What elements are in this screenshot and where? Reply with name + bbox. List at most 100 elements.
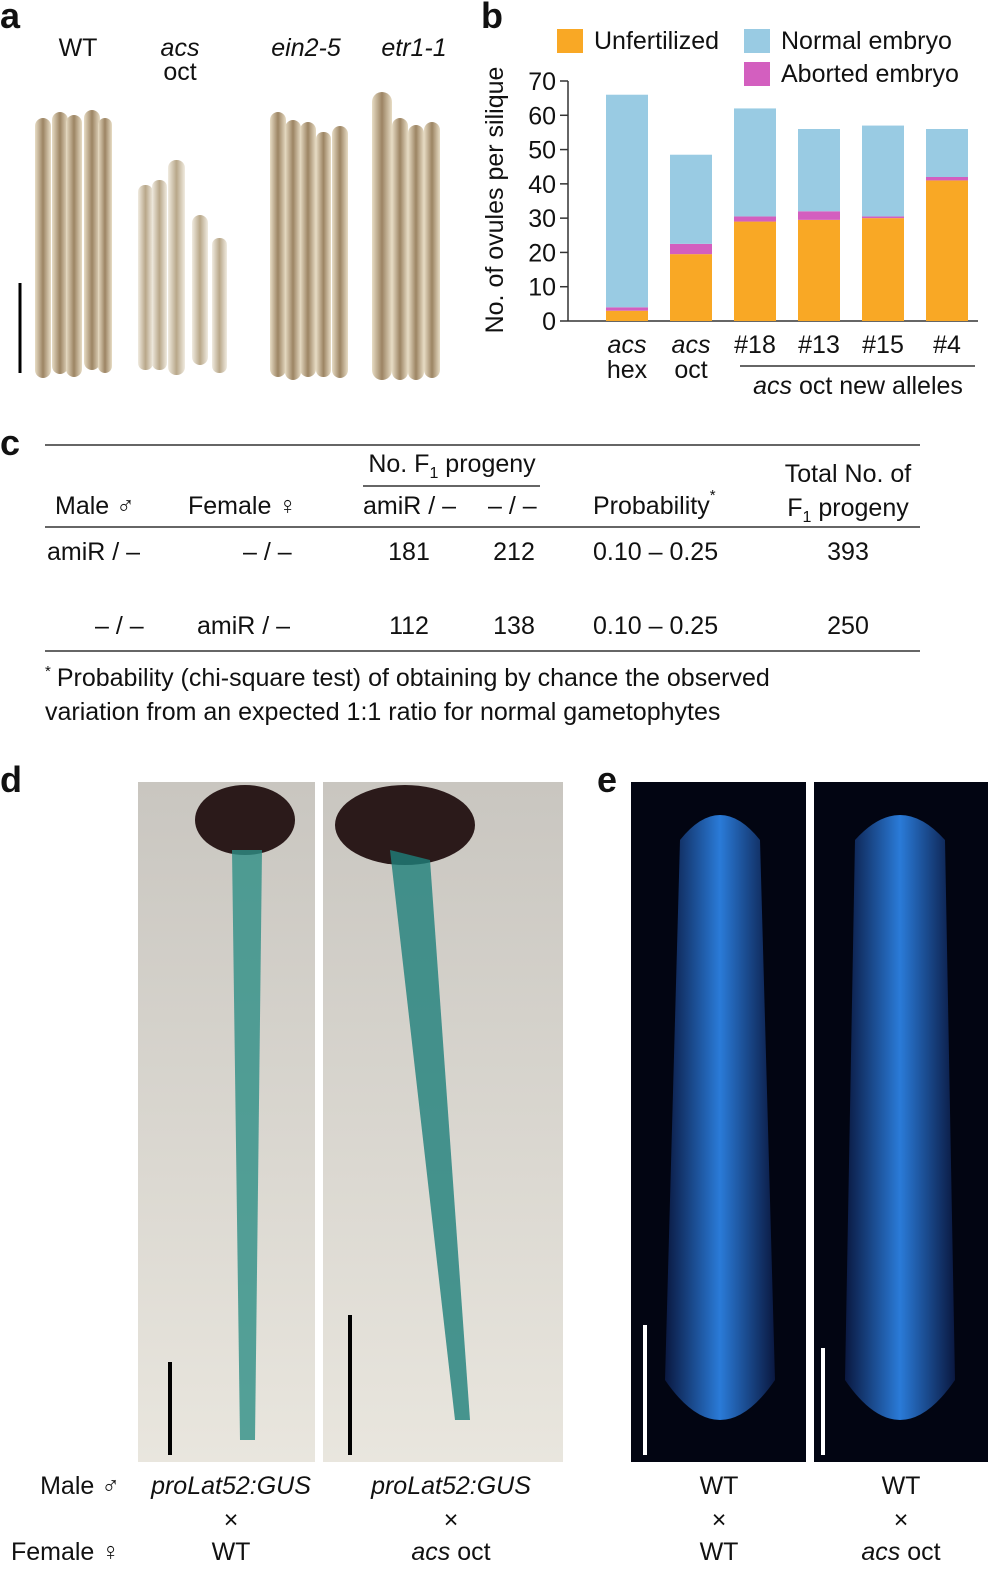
bar-segment (798, 219, 840, 321)
table-header: Female ♀ (188, 492, 297, 520)
bar-segment (926, 177, 968, 181)
table-cell: – / – (95, 612, 144, 640)
legend-label: Aborted embryo (781, 60, 959, 88)
y-tick-label: 70 (528, 68, 556, 96)
table-cell: 0.10 – 0.25 (593, 538, 718, 566)
sample-label: ein2-5 (271, 34, 341, 62)
panel-label: b (481, 0, 503, 36)
x-tick-label: acs (672, 331, 711, 359)
table-header: amiR / – (363, 492, 456, 520)
sample-label: acs (161, 34, 200, 62)
header-part: F (787, 494, 802, 522)
bar-segment (862, 216, 904, 219)
y-axis-label: No. of ovules per silique (481, 67, 509, 334)
y-tick-label: 30 (528, 205, 556, 233)
caption-female: acs oct (411, 1538, 490, 1566)
table-cell: – / – (243, 538, 292, 566)
panel-label: a (0, 0, 21, 36)
footnote-part: * (45, 663, 51, 680)
footnote: * Probability (chi-square test) of obtain… (45, 663, 770, 692)
header-part: Probability (593, 492, 710, 520)
panel-e-image (631, 782, 988, 1462)
caption-male: proLat52:GUS (150, 1472, 311, 1500)
legend-swatch (744, 29, 770, 53)
bar-segment (670, 254, 712, 321)
legend-label: Normal embryo (781, 27, 952, 55)
caption-male: proLat52:GUS (370, 1472, 531, 1500)
caption-part: acs (411, 1538, 450, 1566)
caption-cross: × (224, 1506, 239, 1534)
caption-cross: × (712, 1506, 727, 1534)
caption-row-label: Male ♂ (40, 1472, 120, 1500)
y-tick-label: 60 (528, 102, 556, 130)
table-header: – / – (488, 492, 537, 520)
table-cell: 250 (827, 612, 869, 640)
bar-segment (670, 243, 712, 255)
y-tick-label: 50 (528, 137, 556, 165)
table-cell: 0.10 – 0.25 (593, 612, 718, 640)
bar-segment (798, 211, 840, 220)
x-tick-label: #15 (862, 331, 904, 359)
panel-label: e (597, 759, 617, 800)
caption-cross: × (894, 1506, 909, 1534)
table-cell: 138 (493, 612, 535, 640)
table-cell: 112 (389, 612, 429, 640)
bar-segment (670, 154, 712, 244)
x-tick-label: #4 (933, 331, 961, 359)
x-tick-label: #18 (734, 331, 776, 359)
bar-segment (798, 129, 840, 212)
panel-d-image (138, 782, 563, 1462)
header-part: progeny (811, 494, 909, 522)
table-header: F1 progeny (787, 494, 909, 526)
caption-part: oct (457, 1538, 490, 1566)
table-header: No. F1 progeny (368, 450, 536, 482)
header-part: progeny (438, 450, 536, 478)
panel-label: d (0, 759, 22, 800)
caption-male: WT (700, 1472, 739, 1500)
header-part: * (710, 487, 716, 504)
footnote: variation from an expected 1:1 ratio for… (45, 698, 720, 726)
group-label-part: oct new alleles (799, 372, 963, 400)
bar-segment (734, 216, 776, 222)
bar-segment (926, 129, 968, 177)
y-tick-label: 10 (528, 274, 556, 302)
caption-male: WT (882, 1472, 921, 1500)
y-tick-label: 40 (528, 171, 556, 199)
table-cell: amiR / – (197, 612, 290, 640)
table-header: Probability* (593, 487, 716, 520)
table-cell: amiR / – (47, 538, 140, 566)
x-tick-label: hex (607, 356, 648, 384)
bar-segment (926, 180, 968, 321)
caption-female: WT (700, 1538, 739, 1566)
table: No. F1 progeny Male ♂ Female ♀ amiR / – … (45, 444, 920, 726)
bar-segment (606, 94, 648, 308)
table-cell: 181 (388, 538, 430, 566)
bar-segment (606, 307, 648, 311)
x-tick-label: oct (674, 356, 707, 384)
header-part: 1 (803, 509, 812, 526)
legend-label: Unfertilized (594, 27, 719, 55)
caption-female: WT (212, 1538, 251, 1566)
header-part: No. F (368, 450, 429, 478)
footnote-part: Probability (chi-square test) of obtaini… (57, 664, 770, 692)
panel-a-image (18, 92, 440, 380)
table-cell: 212 (493, 538, 535, 566)
caption-part: oct (907, 1538, 940, 1566)
caption-female: acs oct (861, 1538, 940, 1566)
table-header: Male ♂ (55, 492, 135, 520)
bar-segment (606, 310, 648, 321)
bar-segment (734, 108, 776, 217)
legend-swatch (557, 29, 583, 53)
header-part: 1 (429, 465, 438, 482)
caption-part: acs (861, 1538, 900, 1566)
table-header: Total No. of (785, 460, 912, 488)
group-label-part: acs (753, 372, 792, 400)
caption-row-label: Female ♀ (11, 1538, 120, 1566)
y-tick-label: 0 (542, 308, 556, 336)
group-label: acs oct new alleles (753, 372, 963, 400)
sample-label: etr1-1 (381, 34, 446, 62)
legend-swatch (744, 62, 770, 86)
x-tick-label: #13 (798, 331, 840, 359)
x-tick-label: acs (608, 331, 647, 359)
bar-segment (862, 125, 904, 217)
